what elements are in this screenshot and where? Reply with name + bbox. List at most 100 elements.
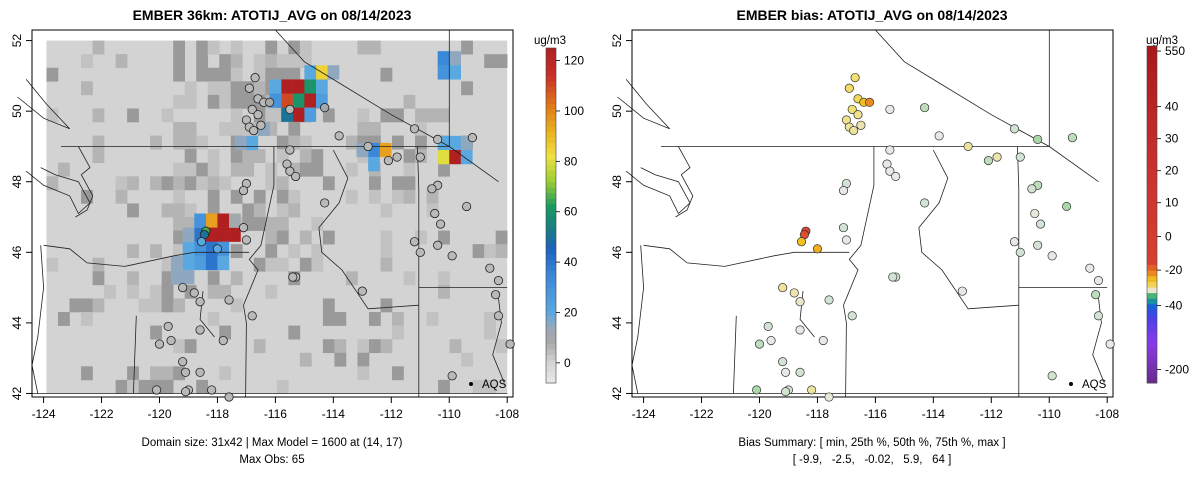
colorbar-swatch (1147, 259, 1157, 266)
x-tick-label: -116 (864, 407, 887, 421)
bias-station (847, 311, 857, 321)
model-station (212, 244, 223, 254)
grid-cell (219, 122, 232, 136)
grid-cell (288, 244, 301, 259)
grid-cell (484, 312, 496, 326)
grid-cell (461, 352, 473, 367)
model-cell (356, 142, 369, 158)
x-tick-label: -122 (90, 407, 114, 421)
grid-cell (173, 339, 186, 354)
colorbar-swatch (546, 288, 556, 295)
grid-cell (207, 162, 220, 177)
bias-station (818, 335, 828, 346)
model-cell (171, 255, 183, 271)
grid-cell (345, 162, 358, 177)
grid-cell (196, 162, 209, 177)
bias-station (1036, 219, 1046, 229)
grid-cell (357, 366, 370, 381)
grid-cell (207, 176, 220, 191)
plot-frame (31, 29, 514, 398)
colorbar-swatch (546, 366, 556, 373)
bias-station (795, 325, 805, 335)
colorbar-swatch (546, 126, 556, 133)
grid-cell (253, 257, 266, 272)
boundary-line (643, 244, 850, 267)
model-cell (304, 107, 317, 122)
model-cell (258, 121, 270, 137)
bias-station (778, 283, 788, 293)
grid-cell (207, 67, 220, 82)
model-cell (217, 241, 230, 256)
colorbar-tick-label: 40 (1165, 100, 1179, 114)
colorbar-swatch (546, 282, 556, 289)
y-tick-label: 48 (610, 175, 624, 189)
colorbar-swatch (1147, 377, 1157, 384)
grid-cell (46, 257, 59, 272)
grid-cell (311, 217, 324, 231)
bias-station (865, 97, 875, 107)
aqs-legend-label: AQS (1082, 379, 1107, 391)
grid-cell (288, 54, 301, 69)
grid-cell (357, 352, 370, 367)
grid-cell (288, 135, 301, 150)
grid-cell (184, 176, 197, 191)
model-station (491, 290, 501, 300)
grid-cell (81, 298, 93, 313)
y-tick-label: 50 (610, 104, 624, 118)
model-station (195, 325, 205, 335)
bias-station (838, 186, 849, 196)
colorbar-swatch (1147, 113, 1157, 120)
grid-cell (380, 203, 393, 218)
colorbar-swatch (1147, 360, 1157, 367)
grid-cell (299, 54, 312, 69)
colorbar-swatch (1147, 366, 1157, 373)
colorbar-swatch (1147, 197, 1157, 204)
bias-station (1085, 263, 1095, 273)
grid-cell (380, 298, 393, 313)
model-station (493, 311, 504, 321)
model-station (435, 219, 446, 229)
colorbar-swatch (546, 321, 556, 328)
colorbar-swatch (1147, 236, 1157, 243)
bias-station (888, 272, 898, 282)
grid-cell (392, 312, 404, 326)
bias-station (1015, 247, 1025, 257)
grid-cell (415, 230, 427, 245)
colorbar-swatch (546, 53, 556, 60)
colorbar-swatch (1147, 46, 1157, 53)
x-tick-label: -124 (32, 407, 56, 421)
grid-cell (415, 135, 427, 150)
grid-cell (242, 217, 255, 231)
colorbar-units: ug/m3 (1146, 35, 1178, 47)
x-tick-label: -116 (264, 407, 287, 421)
boundary-line (733, 315, 737, 394)
grid-cell (276, 379, 289, 394)
model-station (320, 103, 330, 113)
model-station (166, 335, 176, 346)
bias-station (778, 357, 788, 367)
grid-cell (403, 189, 416, 204)
colorbar: 550 40 30 20 10 0 -20 -40 -200 (1146, 44, 1189, 384)
boundary-line (318, 149, 419, 310)
bias-station (885, 166, 895, 176)
model-station (447, 251, 457, 261)
boundary-line (918, 149, 1019, 310)
boundary-lines (17, 29, 508, 398)
model-station (224, 392, 234, 402)
grid-cell (438, 379, 450, 394)
grid-cell (311, 149, 324, 164)
colorbar-swatch (546, 355, 556, 362)
x-tick-label: -108 (1095, 407, 1119, 421)
boundary-line (492, 298, 505, 384)
colorbar-tick-label: 0 (564, 356, 571, 370)
model-cell (205, 255, 218, 271)
colorbar-swatch (546, 103, 556, 110)
colorbar-swatch (546, 59, 556, 66)
grid-cell (334, 339, 347, 354)
colorbar-swatch (546, 343, 556, 350)
x-tick-label: -112 (380, 407, 403, 421)
colorbar-swatch (546, 232, 556, 239)
grid-cell (58, 312, 70, 326)
grid-cell (219, 366, 232, 381)
